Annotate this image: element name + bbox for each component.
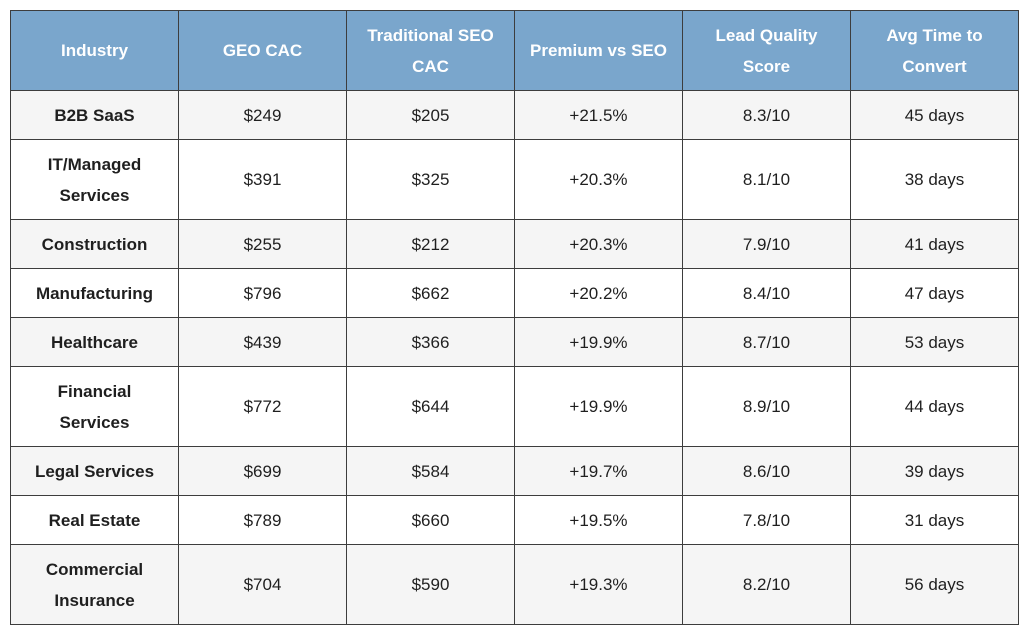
cell-traditional-seo-cac: $366 <box>346 317 515 367</box>
cell-avg-time-to-convert: 38 days <box>850 139 1019 220</box>
cell-avg-time-to-convert: 39 days <box>850 446 1019 496</box>
industry-cac-comparison-table: Industry GEO CAC Traditional SEO CAC Pre… <box>10 10 1019 625</box>
cell-premium-vs-seo: +20.2% <box>514 268 683 318</box>
cell-lead-quality-score: 8.6/10 <box>682 446 851 496</box>
cell-industry: Commercial Insurance <box>10 544 179 625</box>
table-row: B2B SaaS $249 $205 +21.5% 8.3/10 45 days <box>10 90 1019 140</box>
table-row: Construction $255 $212 +20.3% 7.9/10 41 … <box>10 219 1019 269</box>
table-header: Industry GEO CAC Traditional SEO CAC Pre… <box>10 10 1019 91</box>
cell-premium-vs-seo: +19.5% <box>514 495 683 545</box>
cell-premium-vs-seo: +19.9% <box>514 366 683 447</box>
table-row: IT/Managed Services $391 $325 +20.3% 8.1… <box>10 139 1019 220</box>
table-body: B2B SaaS $249 $205 +21.5% 8.3/10 45 days… <box>10 90 1019 625</box>
cell-geo-cac: $699 <box>178 446 347 496</box>
cell-avg-time-to-convert: 56 days <box>850 544 1019 625</box>
cell-avg-time-to-convert: 45 days <box>850 90 1019 140</box>
header-geo-cac: GEO CAC <box>178 10 347 91</box>
cell-premium-vs-seo: +21.5% <box>514 90 683 140</box>
cell-industry: Financial Services <box>10 366 179 447</box>
table-row: Legal Services $699 $584 +19.7% 8.6/10 3… <box>10 446 1019 496</box>
cell-geo-cac: $255 <box>178 219 347 269</box>
cell-traditional-seo-cac: $212 <box>346 219 515 269</box>
cell-geo-cac: $772 <box>178 366 347 447</box>
cell-industry: B2B SaaS <box>10 90 179 140</box>
table-row: Financial Services $772 $644 +19.9% 8.9/… <box>10 366 1019 447</box>
header-industry: Industry <box>10 10 179 91</box>
cell-lead-quality-score: 8.9/10 <box>682 366 851 447</box>
cell-premium-vs-seo: +20.3% <box>514 219 683 269</box>
table-row: Healthcare $439 $366 +19.9% 8.7/10 53 da… <box>10 317 1019 367</box>
cell-premium-vs-seo: +19.7% <box>514 446 683 496</box>
cell-geo-cac: $796 <box>178 268 347 318</box>
cell-premium-vs-seo: +19.9% <box>514 317 683 367</box>
cell-avg-time-to-convert: 41 days <box>850 219 1019 269</box>
cell-traditional-seo-cac: $325 <box>346 139 515 220</box>
cell-traditional-seo-cac: $660 <box>346 495 515 545</box>
cell-avg-time-to-convert: 53 days <box>850 317 1019 367</box>
cell-traditional-seo-cac: $590 <box>346 544 515 625</box>
cell-geo-cac: $249 <box>178 90 347 140</box>
cell-lead-quality-score: 8.2/10 <box>682 544 851 625</box>
cell-premium-vs-seo: +19.3% <box>514 544 683 625</box>
cell-industry: Real Estate <box>10 495 179 545</box>
cell-geo-cac: $704 <box>178 544 347 625</box>
cell-geo-cac: $439 <box>178 317 347 367</box>
cell-traditional-seo-cac: $205 <box>346 90 515 140</box>
cell-geo-cac: $789 <box>178 495 347 545</box>
table-row: Real Estate $789 $660 +19.5% 7.8/10 31 d… <box>10 495 1019 545</box>
comparison-table-container: Industry GEO CAC Traditional SEO CAC Pre… <box>10 10 1019 625</box>
cell-lead-quality-score: 7.9/10 <box>682 219 851 269</box>
cell-industry: Healthcare <box>10 317 179 367</box>
cell-avg-time-to-convert: 47 days <box>850 268 1019 318</box>
cell-industry: Legal Services <box>10 446 179 496</box>
cell-geo-cac: $391 <box>178 139 347 220</box>
header-lead-quality-score: Lead Quality Score <box>682 10 851 91</box>
cell-industry: Construction <box>10 219 179 269</box>
header-row: Industry GEO CAC Traditional SEO CAC Pre… <box>10 10 1019 91</box>
cell-premium-vs-seo: +20.3% <box>514 139 683 220</box>
cell-lead-quality-score: 8.3/10 <box>682 90 851 140</box>
cell-traditional-seo-cac: $584 <box>346 446 515 496</box>
header-avg-time-to-convert: Avg Time to Convert <box>850 10 1019 91</box>
table-row: Manufacturing $796 $662 +20.2% 8.4/10 47… <box>10 268 1019 318</box>
table-row: Commercial Insurance $704 $590 +19.3% 8.… <box>10 544 1019 625</box>
cell-traditional-seo-cac: $644 <box>346 366 515 447</box>
cell-avg-time-to-convert: 31 days <box>850 495 1019 545</box>
cell-lead-quality-score: 8.7/10 <box>682 317 851 367</box>
cell-industry: Manufacturing <box>10 268 179 318</box>
header-premium-vs-seo: Premium vs SEO <box>514 10 683 91</box>
cell-lead-quality-score: 7.8/10 <box>682 495 851 545</box>
header-traditional-seo-cac: Traditional SEO CAC <box>346 10 515 91</box>
cell-avg-time-to-convert: 44 days <box>850 366 1019 447</box>
cell-traditional-seo-cac: $662 <box>346 268 515 318</box>
cell-industry: IT/Managed Services <box>10 139 179 220</box>
cell-lead-quality-score: 8.1/10 <box>682 139 851 220</box>
cell-lead-quality-score: 8.4/10 <box>682 268 851 318</box>
